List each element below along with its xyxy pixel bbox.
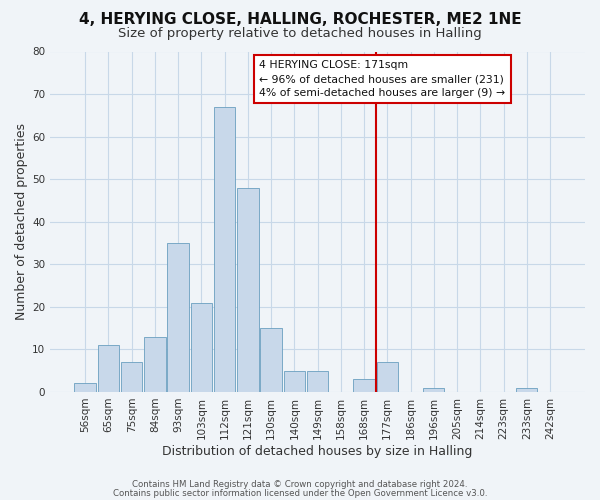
Text: 4 HERYING CLOSE: 171sqm
← 96% of detached houses are smaller (231)
4% of semi-de: 4 HERYING CLOSE: 171sqm ← 96% of detache… (259, 60, 506, 98)
Bar (423, 388, 445, 392)
Bar (307, 370, 328, 392)
Text: Contains HM Land Registry data © Crown copyright and database right 2024.: Contains HM Land Registry data © Crown c… (132, 480, 468, 489)
Bar (377, 362, 398, 392)
Bar (353, 379, 375, 392)
Bar (284, 370, 305, 392)
Text: Contains public sector information licensed under the Open Government Licence v3: Contains public sector information licen… (113, 488, 487, 498)
Bar (98, 345, 119, 392)
Text: Size of property relative to detached houses in Halling: Size of property relative to detached ho… (118, 28, 482, 40)
Bar (237, 188, 259, 392)
Bar (516, 388, 538, 392)
Bar (167, 243, 189, 392)
Bar (260, 328, 282, 392)
X-axis label: Distribution of detached houses by size in Halling: Distribution of detached houses by size … (163, 444, 473, 458)
Text: 4, HERYING CLOSE, HALLING, ROCHESTER, ME2 1NE: 4, HERYING CLOSE, HALLING, ROCHESTER, ME… (79, 12, 521, 28)
Bar (214, 107, 235, 392)
Bar (144, 336, 166, 392)
Bar (191, 302, 212, 392)
Bar (74, 384, 96, 392)
Bar (121, 362, 142, 392)
Y-axis label: Number of detached properties: Number of detached properties (15, 123, 28, 320)
